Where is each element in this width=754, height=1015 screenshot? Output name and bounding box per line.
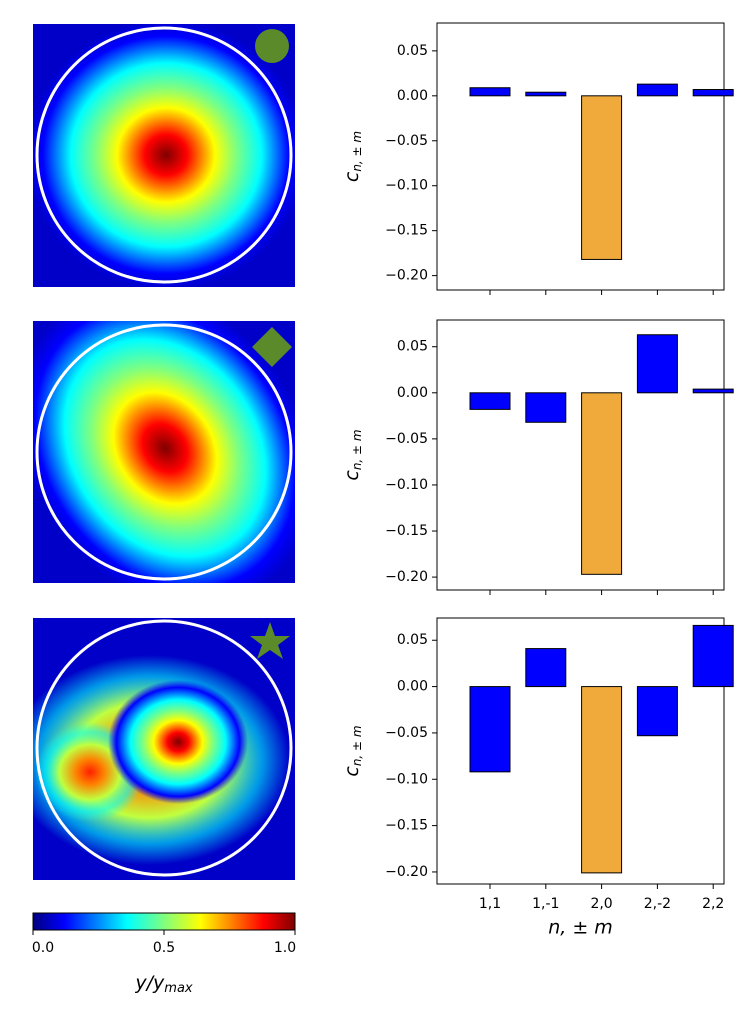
y-tick-label: −0.15	[385, 223, 428, 239]
heatmap	[33, 618, 295, 880]
bar	[525, 91, 567, 97]
y-tick-label: 0.05	[397, 339, 428, 355]
y-tick-label: −0.05	[385, 725, 428, 741]
y-tick-label: −0.20	[385, 268, 428, 284]
y-tick-label: −0.10	[385, 477, 428, 493]
y-tick-label: −0.15	[385, 523, 428, 539]
y-tick-label: 0.05	[397, 43, 428, 59]
y-axis-label: cn, ± m	[341, 429, 364, 480]
y-tick-label: 0.00	[397, 679, 428, 695]
y-tick-label: −0.15	[385, 818, 428, 834]
y-tick-label: −0.10	[385, 178, 428, 194]
colorbar-tick-label: 0.5	[153, 940, 175, 956]
x-tick-label: 2,-2	[644, 896, 671, 912]
x-tick-label: 1,1	[479, 896, 501, 912]
bar	[636, 686, 678, 737]
x-tick-label: 2,0	[590, 896, 612, 912]
bar	[469, 87, 511, 97]
y-tick-label: 0.00	[397, 385, 428, 401]
y-axis-label: cn, ± m	[341, 725, 364, 776]
colorbar-label-sub: max	[164, 981, 193, 996]
x-tick-label: 1,-1	[532, 896, 559, 912]
plot-area	[436, 22, 725, 291]
bar	[581, 686, 623, 874]
plot-area	[436, 319, 725, 591]
colorbar	[32, 912, 296, 931]
bar	[692, 624, 734, 688]
y-label-sub: n, ± m	[350, 429, 364, 470]
bar	[692, 89, 734, 97]
bar	[469, 392, 511, 410]
y-label-main: c	[341, 470, 363, 481]
bar	[525, 648, 567, 688]
heatmap	[33, 24, 295, 287]
bar	[581, 95, 623, 260]
bar	[636, 83, 678, 97]
y-label-main: c	[341, 766, 363, 777]
y-axis-label: cn, ± m	[341, 131, 364, 182]
colorbar-tick-label: 0.0	[32, 940, 54, 956]
y-tick-label: −0.20	[385, 569, 428, 585]
colorbar-label-main: y/y	[134, 972, 165, 994]
y-tick-label: −0.20	[385, 864, 428, 880]
bar	[636, 334, 678, 394]
colorbar-label: y/ymax	[134, 972, 193, 996]
y-tick-label: −0.05	[385, 133, 428, 149]
bar	[692, 388, 734, 394]
y-tick-label: −0.10	[385, 771, 428, 787]
y-tick-label: 0.05	[397, 632, 428, 648]
bar	[469, 686, 511, 773]
y-tick-label: −0.05	[385, 431, 428, 447]
colorbar-tick-label: 1.0	[274, 940, 296, 956]
bar	[525, 392, 567, 423]
y-label-sub: n, ± m	[350, 131, 364, 172]
bar	[581, 392, 623, 575]
y-label-main: c	[341, 171, 363, 182]
y-tick-label: 0.00	[397, 88, 428, 104]
y-label-sub: n, ± m	[350, 725, 364, 766]
x-tick-label: 2,2	[702, 896, 724, 912]
heatmap	[33, 321, 295, 583]
plot-area	[436, 617, 725, 885]
x-axis-label: n, ± m	[548, 917, 613, 939]
